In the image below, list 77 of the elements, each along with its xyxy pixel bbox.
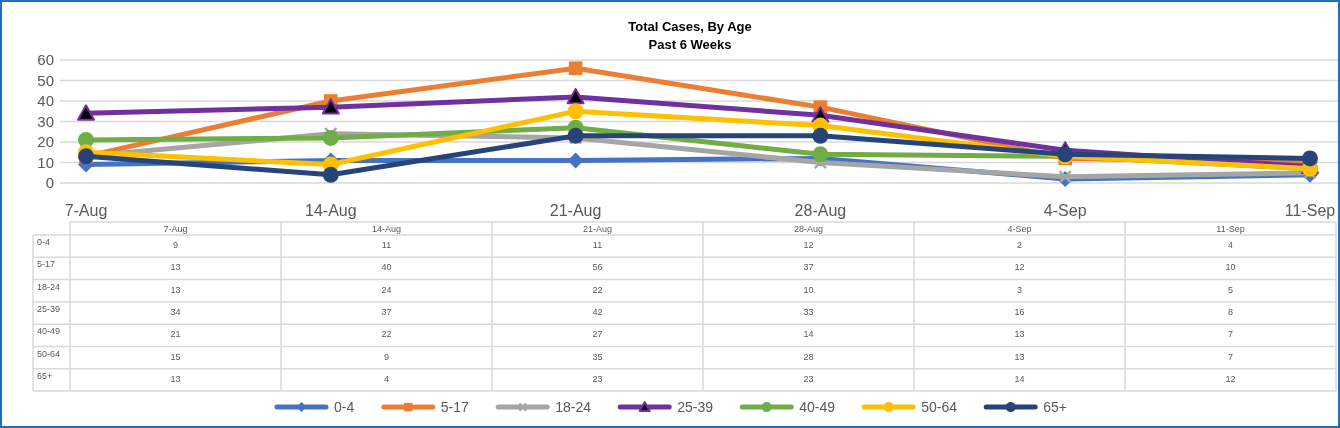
data-label: 13 [170, 262, 181, 273]
x-tick-label: 21-Aug [549, 202, 602, 219]
legend-label: 65+ [1043, 399, 1067, 415]
data-label: 4 [1227, 240, 1234, 250]
data-label: 3 [1016, 284, 1023, 295]
x-tick-label: 28-Aug [794, 202, 847, 219]
text: 25-39 [37, 303, 61, 314]
data-label: 27 [592, 329, 603, 340]
data-label: 7 [1227, 329, 1234, 340]
data-label: 13 [1014, 329, 1025, 340]
text: 5-17 [37, 259, 56, 270]
x-tick-label: 11-Sep [1284, 202, 1336, 219]
legend-label: 40-49 [799, 399, 836, 415]
data-label: 34 [170, 306, 181, 317]
y-tick-label: 0 [45, 174, 54, 192]
text: 40-49 [37, 326, 61, 337]
data-label: 10 [803, 284, 814, 295]
legend-label: 0-4 [334, 399, 355, 415]
data-label: 35 [592, 351, 603, 362]
category-label: 21-Aug [582, 224, 613, 234]
text: 65+ [37, 370, 53, 381]
data-label: 42 [592, 306, 603, 317]
legend-label: 18-24 [555, 399, 592, 415]
data-label: 9 [172, 240, 179, 250]
data-label: 37 [381, 306, 392, 317]
y-tick-label: 20 [37, 133, 54, 151]
data-label: 13 [170, 373, 181, 384]
data-label: 33 [803, 306, 814, 317]
x-tick-label: 4-Sep [1043, 202, 1087, 219]
y-tick-label: 10 [37, 153, 54, 171]
text: 50-64 [37, 348, 61, 359]
data-label: 24 [381, 284, 392, 295]
data-label: 2 [1016, 240, 1023, 250]
data-label: 13 [170, 284, 181, 295]
data-label: 12 [1014, 262, 1025, 273]
legend-label: 5-17 [440, 399, 470, 415]
y-tick-label: 40 [37, 92, 54, 110]
y-tick-label: 30 [37, 112, 54, 130]
y-tick-label: 60 [37, 51, 54, 69]
data-label: 22 [381, 329, 392, 340]
x-tick-label: 7-Aug [64, 202, 108, 219]
data-label: 11 [381, 240, 392, 250]
text: 0-4 [37, 237, 51, 247]
data-label: 5 [1227, 284, 1234, 295]
data-label: 12 [803, 240, 814, 250]
data-label: 56 [592, 262, 603, 273]
legend-label: 50-64 [921, 399, 958, 415]
text: 18-24 [37, 281, 61, 292]
category-label: 28-Aug [793, 224, 824, 234]
data-label: 8 [1227, 306, 1234, 317]
data-label: 28 [803, 351, 814, 362]
data-label: 14 [803, 329, 814, 340]
category-label: 4-Sep [1007, 224, 1032, 234]
legend-label: 25-39 [677, 399, 714, 415]
data-label: 40 [381, 262, 392, 273]
category-label: 11-Sep [1216, 224, 1245, 234]
category-label: 14-Aug [371, 224, 402, 234]
data-label: 10 [1225, 262, 1236, 273]
data-label: 16 [1014, 306, 1025, 317]
data-label: 9 [383, 351, 390, 362]
data-label: 14 [1014, 373, 1025, 384]
data-label: 37 [803, 262, 814, 273]
data-label: 4 [383, 373, 390, 384]
data-label: 23 [803, 373, 814, 384]
data-label: 21 [170, 329, 181, 340]
data-label: 12 [1225, 373, 1236, 384]
category-label: 7-Aug [163, 224, 188, 234]
data-label: 23 [592, 373, 603, 384]
y-tick-label: 50 [37, 71, 54, 89]
x-tick-label: 14-Aug [305, 202, 357, 219]
data-label: 13 [1014, 351, 1025, 362]
chart-title: Total Cases, By Age [628, 19, 752, 34]
data-label: 11 [592, 240, 603, 250]
data-label: 15 [170, 351, 181, 362]
data-label: 7 [1227, 351, 1234, 362]
chart-subtitle: Past 6 Weeks [648, 37, 732, 52]
data-label: 22 [592, 284, 603, 295]
